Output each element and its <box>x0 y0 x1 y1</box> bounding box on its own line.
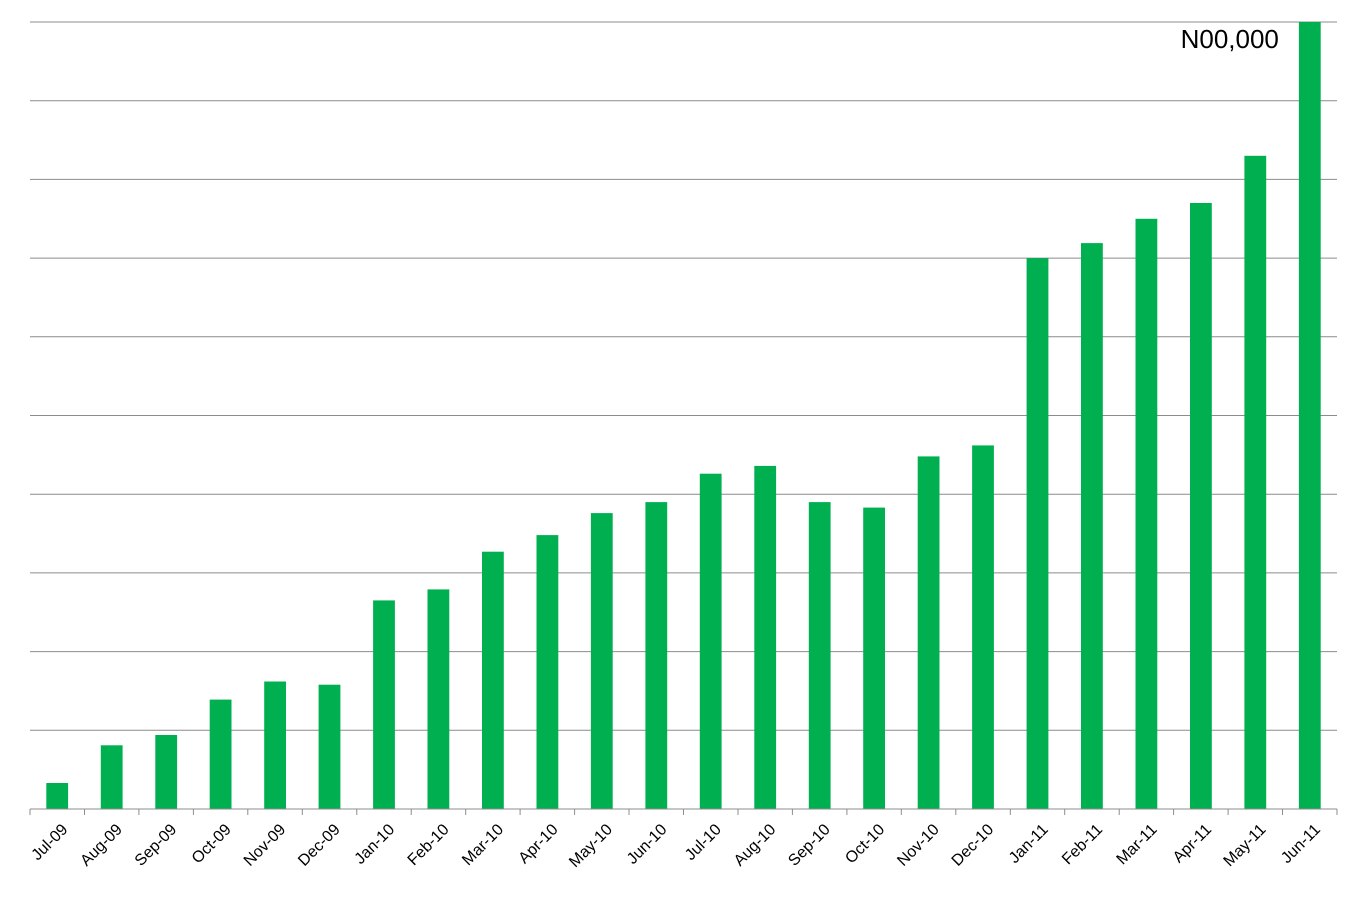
x-tick-label: Nov-10 <box>894 821 943 870</box>
x-tick-label: Mar-11 <box>1114 821 1161 868</box>
x-tick-label: May-10 <box>566 821 616 871</box>
bar-oct-10 <box>863 507 885 809</box>
x-axis <box>29 808 1338 815</box>
bar-sep-09 <box>155 735 178 809</box>
bar-jul-10 <box>699 473 722 809</box>
x-tick-label: Feb-10 <box>405 821 453 869</box>
x-tick-label: Apr-11 <box>1170 821 1215 866</box>
bar-mar-11 <box>1135 218 1158 810</box>
bar-feb-11 <box>1081 243 1103 810</box>
x-tick-label: Sep-10 <box>785 821 834 870</box>
bars <box>46 22 1321 810</box>
bar-apr-11 <box>1190 203 1212 809</box>
bar-feb-10 <box>427 589 450 809</box>
bar-jun-10 <box>645 502 668 809</box>
x-tick-label: Nov-09 <box>241 821 290 870</box>
x-tick-label: Jul-09 <box>29 821 72 864</box>
x-tick-label: Apr-10 <box>516 821 562 867</box>
bar-sep-10 <box>808 502 831 809</box>
annotations: N00,000 <box>1181 24 1279 54</box>
x-tick-label: Oct-09 <box>189 821 235 867</box>
bar-jul-09 <box>46 783 69 809</box>
x-tick-label: Jul-10 <box>682 821 725 864</box>
bar-nov-10 <box>917 456 940 809</box>
bar-dec-09 <box>318 684 341 809</box>
x-tick-label: Dec-10 <box>949 821 998 870</box>
bar-may-11 <box>1244 155 1267 810</box>
bar-mar-10 <box>482 551 504 809</box>
x-tick-label: Oct-10 <box>842 821 888 867</box>
gridlines <box>30 21 1337 731</box>
x-tick-label: Sep-09 <box>132 821 181 870</box>
bar-jun-11 <box>1298 22 1321 809</box>
bar-dec-10 <box>972 445 994 809</box>
x-tick-label: Jun-10 <box>624 821 671 868</box>
bar-aug-10 <box>754 465 777 809</box>
bar-jan-10 <box>373 600 395 809</box>
data-label: N00,000 <box>1181 24 1279 54</box>
bar-oct-09 <box>209 699 232 809</box>
bar-nov-09 <box>264 681 286 809</box>
x-tick-label: Jan-10 <box>352 821 399 868</box>
bar-apr-10 <box>536 535 559 809</box>
x-tick-label: May-11 <box>1221 821 1270 870</box>
x-tick-label: Jun-11 <box>1278 821 1324 867</box>
x-tick-label: Aug-10 <box>731 821 780 870</box>
x-tick-label: Dec-09 <box>295 821 344 870</box>
bar-jan-11 <box>1026 258 1049 810</box>
bar-may-10 <box>590 513 613 809</box>
x-tick-label: Aug-09 <box>77 821 126 870</box>
x-tick-label: Mar-10 <box>459 821 507 869</box>
x-tick-label: Jan-11 <box>1006 821 1052 867</box>
x-tick-label: Feb-11 <box>1059 821 1106 868</box>
x-tick-labels: Jul-09 Aug-09 Sep-09 Oct-09 Nov-09 Dec-09 Jan-… <box>29 821 1325 871</box>
bar-aug-09 <box>100 745 123 809</box>
